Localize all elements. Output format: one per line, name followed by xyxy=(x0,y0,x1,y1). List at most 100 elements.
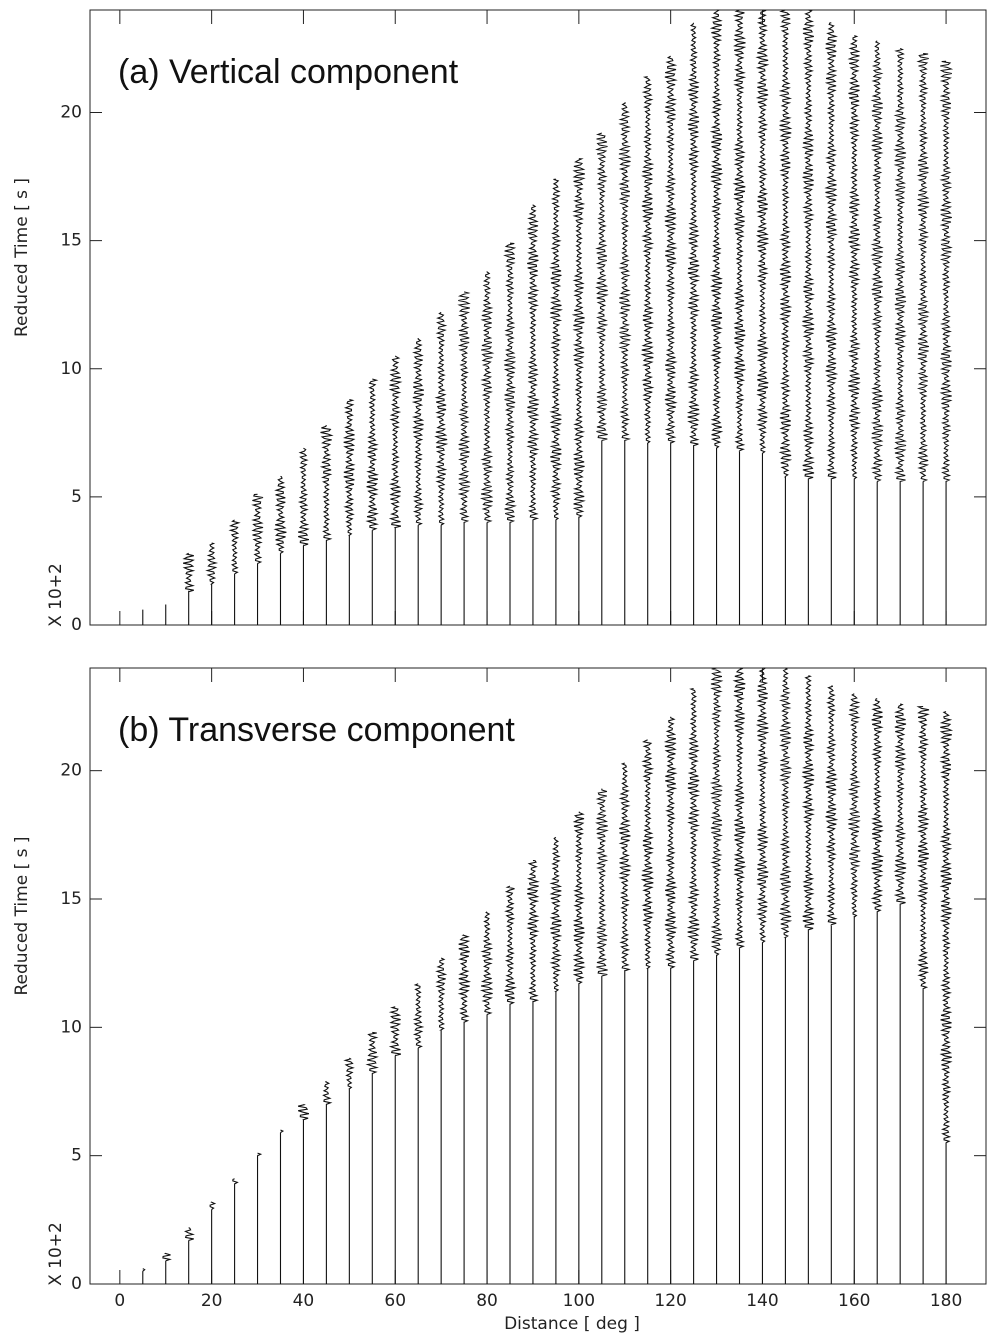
y-tick-label: 5 xyxy=(71,1146,82,1166)
y-axis-label: Reduced Time [ s ] xyxy=(12,178,32,337)
trace xyxy=(251,493,264,625)
trace xyxy=(778,9,793,625)
trace xyxy=(503,242,517,625)
plot-frame xyxy=(89,9,987,626)
trace xyxy=(273,475,287,625)
trace xyxy=(549,836,563,1284)
trace xyxy=(434,311,449,625)
y-multiplier: X 10+2 xyxy=(46,563,66,627)
panel-title: (a) Vertical component xyxy=(118,53,459,91)
trace xyxy=(939,60,954,625)
trace xyxy=(435,957,448,1284)
trace xyxy=(939,711,954,1284)
trace xyxy=(663,716,678,1284)
trace xyxy=(640,76,655,625)
y-tick-label: 15 xyxy=(60,889,82,909)
trace xyxy=(893,47,907,625)
trace xyxy=(142,1268,146,1284)
trace xyxy=(297,1103,310,1284)
trace xyxy=(847,35,862,625)
trace xyxy=(457,291,472,625)
trace xyxy=(526,859,540,1284)
trace xyxy=(365,1031,379,1284)
trace xyxy=(893,703,907,1284)
trace xyxy=(709,667,724,1284)
x-tick-label: 120 xyxy=(654,1291,686,1311)
x-tick-label: 20 xyxy=(201,1291,223,1311)
trace xyxy=(549,178,563,625)
y-tick-label: 0 xyxy=(71,615,82,635)
trace xyxy=(504,885,517,1284)
trace xyxy=(572,811,586,1284)
plot-frame xyxy=(89,667,987,1285)
trace xyxy=(801,9,816,625)
x-axis-label: Distance [ deg ] xyxy=(504,1314,640,1334)
x-tick-label: 80 xyxy=(476,1291,498,1311)
trace xyxy=(479,911,494,1284)
y-axis-label: Reduced Time [ s ] xyxy=(12,836,32,995)
trace xyxy=(686,22,701,625)
x-tick-label: 140 xyxy=(746,1291,778,1311)
trace xyxy=(388,1006,402,1284)
trace xyxy=(411,337,425,625)
trace xyxy=(479,271,495,625)
trace xyxy=(778,667,793,1284)
y-tick-label: 0 xyxy=(71,1274,82,1294)
y-multiplier: X 10+2 xyxy=(46,1222,66,1286)
trace xyxy=(801,675,816,1284)
trace xyxy=(412,983,425,1284)
x-tick-label: 0 xyxy=(114,1291,125,1311)
trace xyxy=(256,1152,263,1284)
trace xyxy=(571,158,586,625)
trace xyxy=(228,519,241,625)
trace xyxy=(916,53,930,625)
trace xyxy=(182,552,196,625)
panel-title: (b) Transverse component xyxy=(118,711,515,749)
trace xyxy=(825,685,839,1284)
x-tick-label: 60 xyxy=(384,1291,406,1311)
trace xyxy=(209,1201,217,1284)
trace xyxy=(526,204,540,625)
x-tick-label: 180 xyxy=(930,1291,962,1311)
trace xyxy=(870,40,885,625)
y-tick-label: 10 xyxy=(60,1017,82,1037)
trace xyxy=(388,355,403,625)
trace xyxy=(343,398,356,625)
trace xyxy=(732,9,747,625)
trace xyxy=(343,1057,355,1284)
trace xyxy=(847,693,862,1284)
trace xyxy=(319,424,334,625)
trace xyxy=(916,705,930,1284)
trace xyxy=(870,698,885,1284)
trace xyxy=(640,739,655,1284)
trace xyxy=(618,101,632,625)
trace xyxy=(457,934,472,1284)
trace xyxy=(732,667,747,1284)
y-tick-label: 20 xyxy=(60,103,82,123)
trace xyxy=(205,542,219,625)
trace xyxy=(162,1252,172,1284)
y-tick-label: 10 xyxy=(60,359,82,379)
trace xyxy=(297,447,310,625)
trace xyxy=(279,1129,285,1284)
x-tick-label: 160 xyxy=(838,1291,870,1311)
y-tick-label: 15 xyxy=(60,231,82,251)
y-tick-label: 20 xyxy=(60,761,82,781)
trace xyxy=(755,9,770,625)
trace xyxy=(232,1178,239,1284)
trace xyxy=(595,788,609,1284)
x-tick-label: 40 xyxy=(293,1291,315,1311)
trace xyxy=(184,1227,195,1284)
trace xyxy=(322,1080,333,1284)
trace xyxy=(709,9,724,625)
trace xyxy=(686,687,701,1284)
trace xyxy=(618,762,632,1284)
y-tick-label: 5 xyxy=(71,487,82,507)
trace xyxy=(755,667,770,1284)
trace xyxy=(365,378,380,625)
trace xyxy=(663,55,678,625)
trace xyxy=(595,132,609,625)
trace xyxy=(824,22,839,625)
